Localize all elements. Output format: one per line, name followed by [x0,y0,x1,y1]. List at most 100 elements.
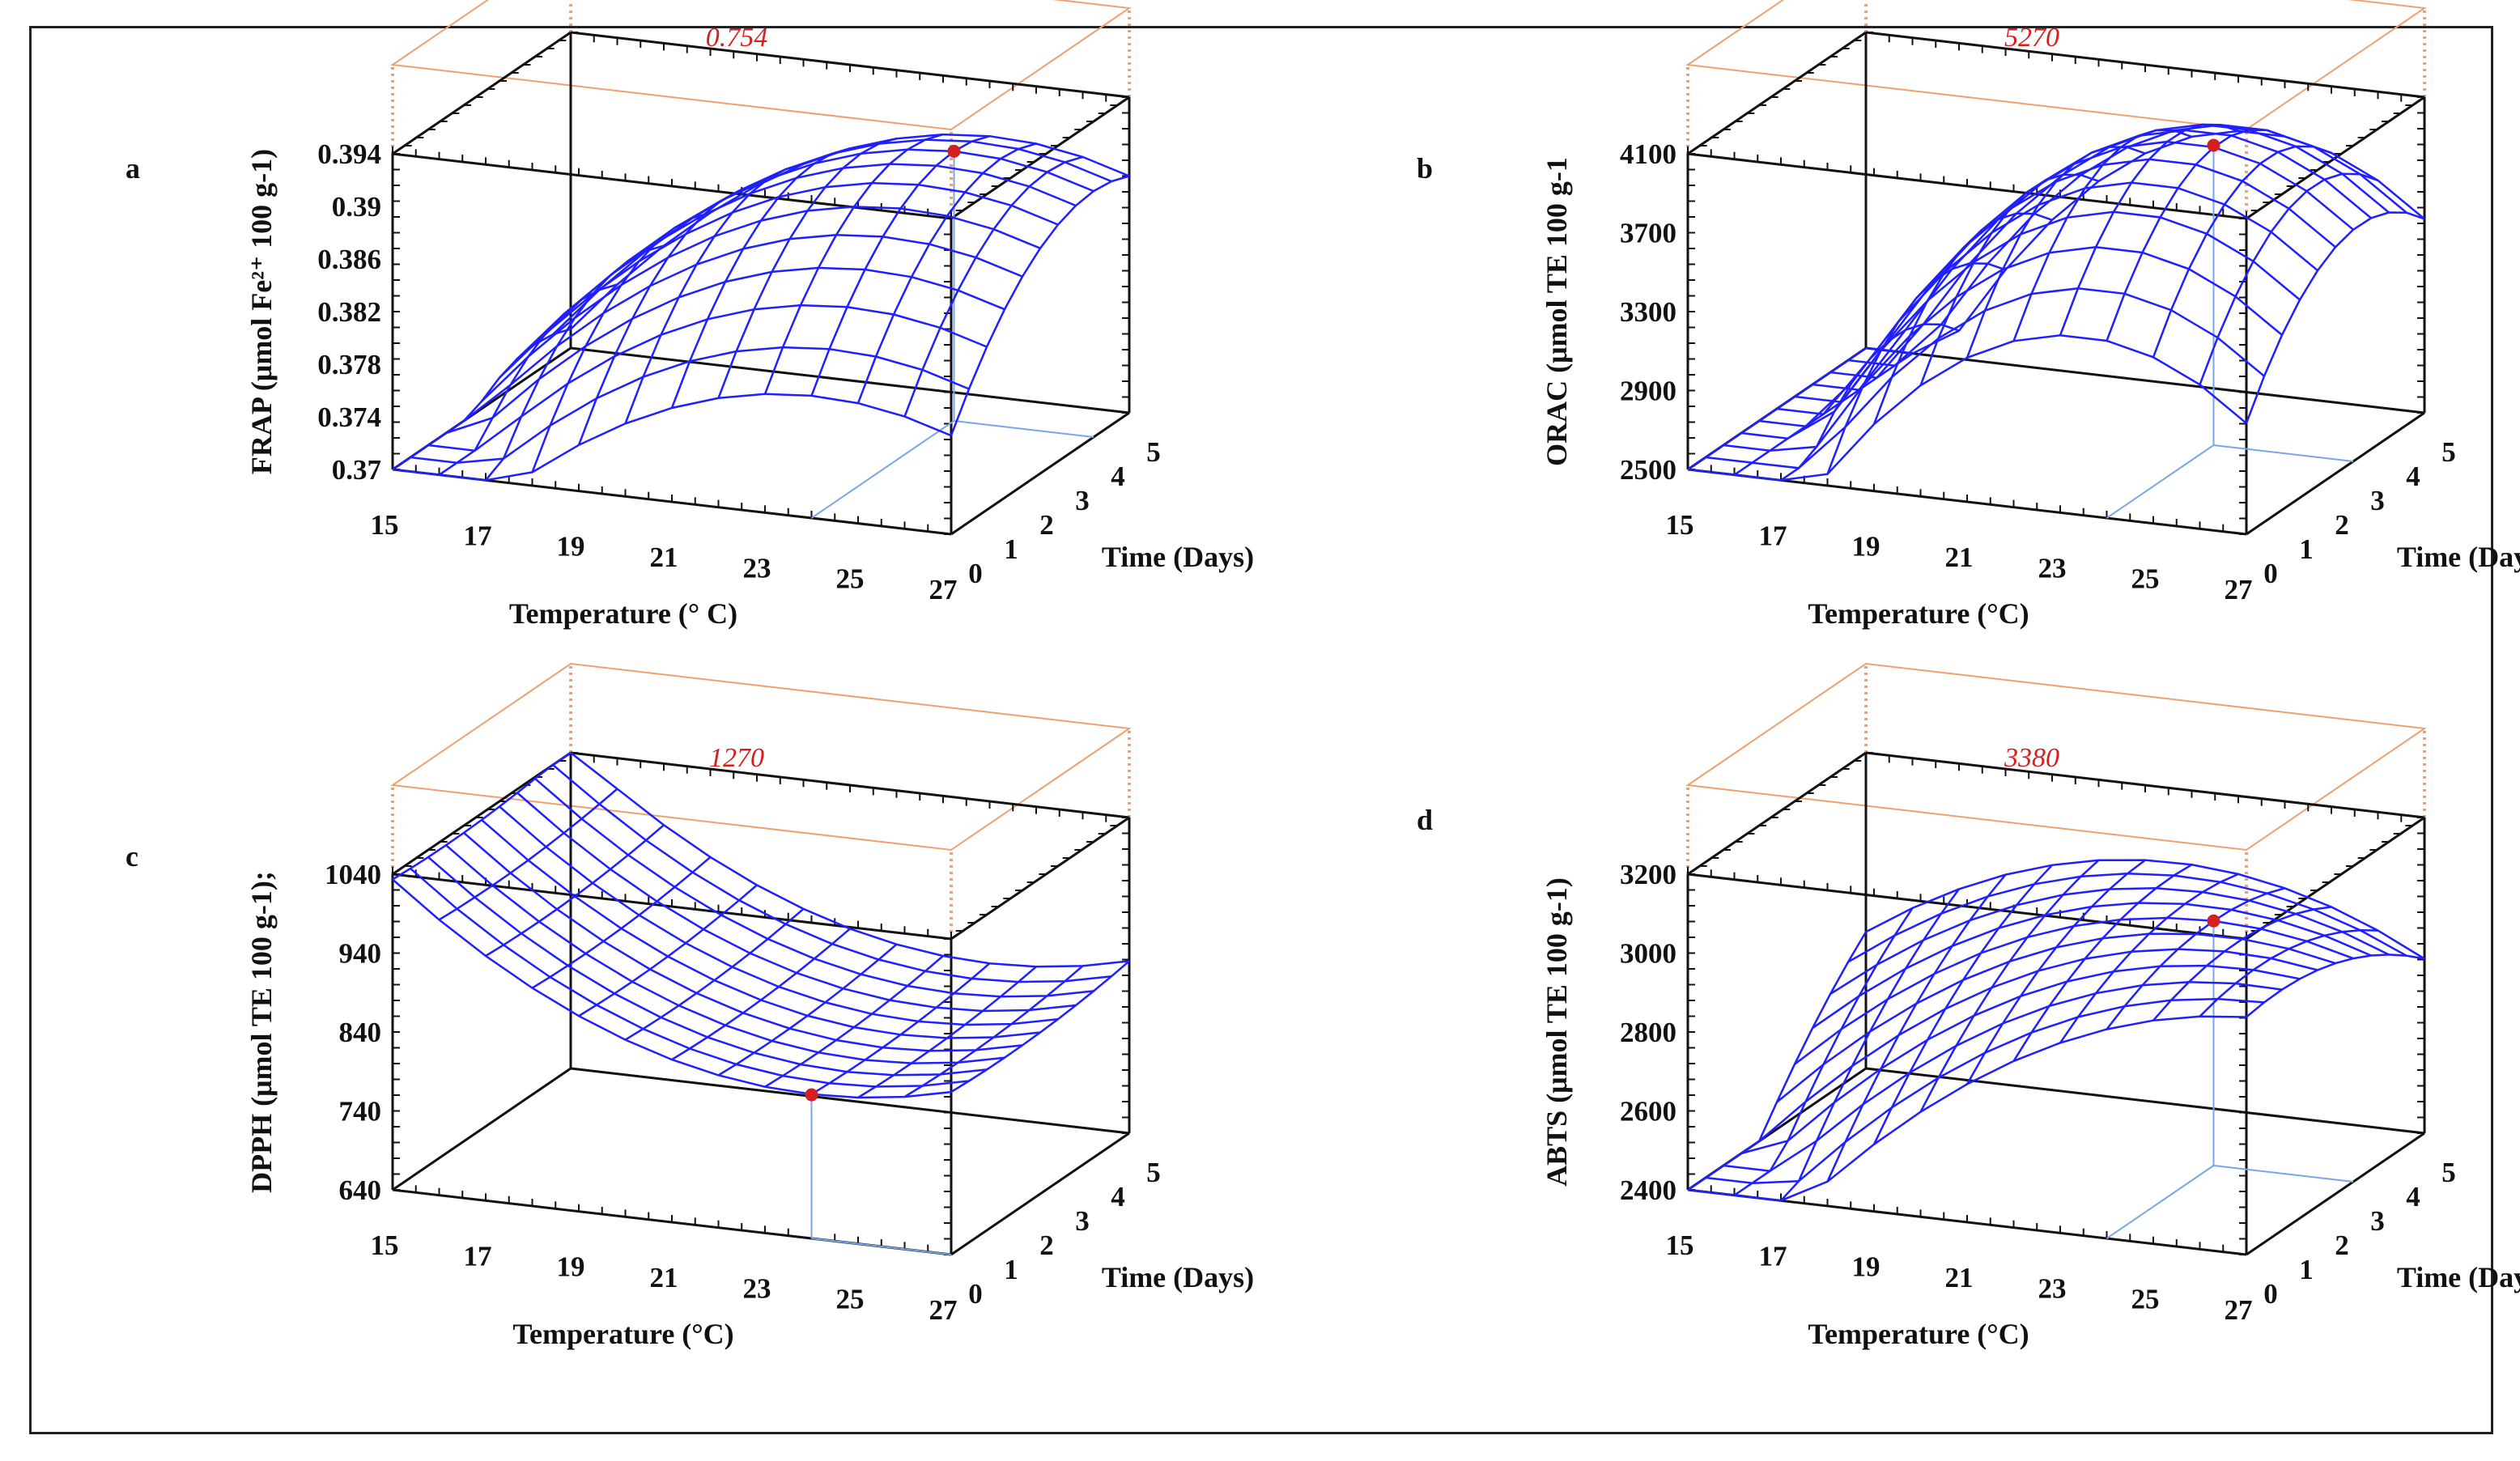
x-axis-title: Temperature (°C) [512,1318,733,1350]
surface-line-temperature [2059,123,2239,336]
surface-line-temperature [1687,346,1867,471]
figure-border [29,26,2493,1434]
z-tick-label: 3200 [1620,859,1676,890]
y-tick-label: 0 [2263,558,2278,589]
x-tick-label: 27 [929,574,958,605]
surface-line-temperature [856,142,1037,404]
z-tick-label: 740 [339,1096,382,1128]
y-tick-label: 1 [1004,533,1018,565]
y-tick-label: 3 [1075,1205,1090,1237]
surface-line-temperature [671,928,851,1061]
z-tick-label: 640 [339,1174,382,1206]
surface-line-temperature [857,966,1037,1099]
y-tick-label: 5 [1146,436,1161,468]
x-tick-label: 21 [1945,542,1974,573]
z-tick-label: 4100 [1620,138,1676,170]
projection-line [2213,1165,2354,1183]
surface-line-temperature [578,884,758,1017]
surface-line-time [1723,246,2283,452]
axis-box [1686,751,2426,1256]
surface-line-temperature [485,244,665,482]
surface-line-temperature [1733,352,1914,476]
y-tick-label: 4 [2406,1181,2420,1213]
box-edge [950,816,1130,941]
optimum-value-label: 5270 [2004,23,2059,53]
optimum-point [805,1088,818,1102]
y-tick-label: 0 [968,558,983,589]
x-tick-label: 17 [1759,1240,1787,1272]
y-tick-label: 2 [2335,1230,2349,1261]
projection-line [2106,1165,2215,1239]
surface-line-temperature [2106,129,2285,342]
optimum-box: 5270 [1685,0,2427,219]
x-tick-label: 25 [2131,1284,2160,1315]
surface-line-temperature [485,824,665,958]
y-tick-label: 5 [2441,436,2456,468]
z-axis-ticks: 2500 2900 3300 3700 4100 [1620,138,1676,486]
z-tick-label: 2600 [1620,1096,1676,1128]
x-axis-ticks: 15 17 19 21 23 25 27 [1666,509,2253,605]
projection-line [810,420,955,519]
surface-line-temperature [2152,906,2332,1021]
box-edge [2246,1132,2425,1256]
x-tick-label: 21 [650,542,678,573]
box-edge [1865,1067,2425,1135]
y-tick-label: 3 [1075,485,1090,516]
surface-line-temperature [1872,212,2053,425]
surface-line-temperature [624,907,805,1041]
surface-line-temperature [531,211,711,473]
z-axis-title: ABTS (μmol TE 100 g-1) [1540,877,1573,1187]
panel-a-chart: a 0.754 0.37 0.374 0.378 0.382 0.386 0.39 0.394 1… [125,0,1254,630]
y-tick-label: 1 [1004,1254,1018,1285]
x-tick-label: 15 [1666,509,1694,541]
surface-line-time [1776,932,2336,1103]
x-tick-label: 27 [2225,574,2253,605]
x-tick-label: 15 [1666,1230,1694,1261]
z-tick-label: 0.382 [317,296,381,328]
z-tick-label: 0.394 [317,138,381,170]
surface-line-time [481,819,1041,1039]
z-tick-label: 0.386 [317,244,381,275]
z-axis-title: DPPH (μmol TE 100 g-1); [245,871,278,1193]
z-tick-label: 0.37 [332,454,381,486]
z-tick-label: 2900 [1620,376,1676,407]
surface-line-time [1705,287,2265,469]
y-tick-label: 1 [2299,533,2314,565]
optimum-value-label: 1270 [709,743,764,773]
x-tick-label: 25 [2131,563,2160,595]
response-surface [392,751,1130,1099]
surface-line-temperature [2199,172,2378,385]
y-tick-label: 2 [1039,1230,1054,1261]
surface-line-time [427,304,988,452]
surface-line-temperature [2245,211,2425,424]
optimum-box-top [1685,0,2427,131]
x-axis-ticks: 15 17 19 21 23 25 27 [371,1230,958,1326]
optimum-projection [810,1094,952,1255]
surface-line-temperature [950,175,1130,436]
surface-line-temperature [810,962,991,1095]
x-tick-label: 21 [650,1262,678,1293]
x-tick-label: 25 [836,563,865,595]
y-tick-label: 4 [2406,461,2420,492]
box-edge [1865,346,2425,414]
projection-line [954,420,1094,438]
surface-line-temperature [717,943,898,1077]
surface-line-temperature [950,960,1130,1094]
surface-line-temperature [810,135,990,397]
surface-line-temperature [763,133,944,395]
panel-letter: c [125,840,138,873]
x-tick-label: 17 [464,1240,492,1272]
z-tick-label: 0.374 [317,401,381,433]
box-edge [392,1067,572,1191]
optimum-point [2207,138,2220,152]
z-axis-ticks: 2400 2600 2800 3000 3200 [1620,859,1676,1206]
surface-line-time [445,266,1005,435]
x-tick-label: 23 [743,1272,771,1304]
surface-line-time [463,831,1023,1052]
box-edge [1687,31,1867,155]
